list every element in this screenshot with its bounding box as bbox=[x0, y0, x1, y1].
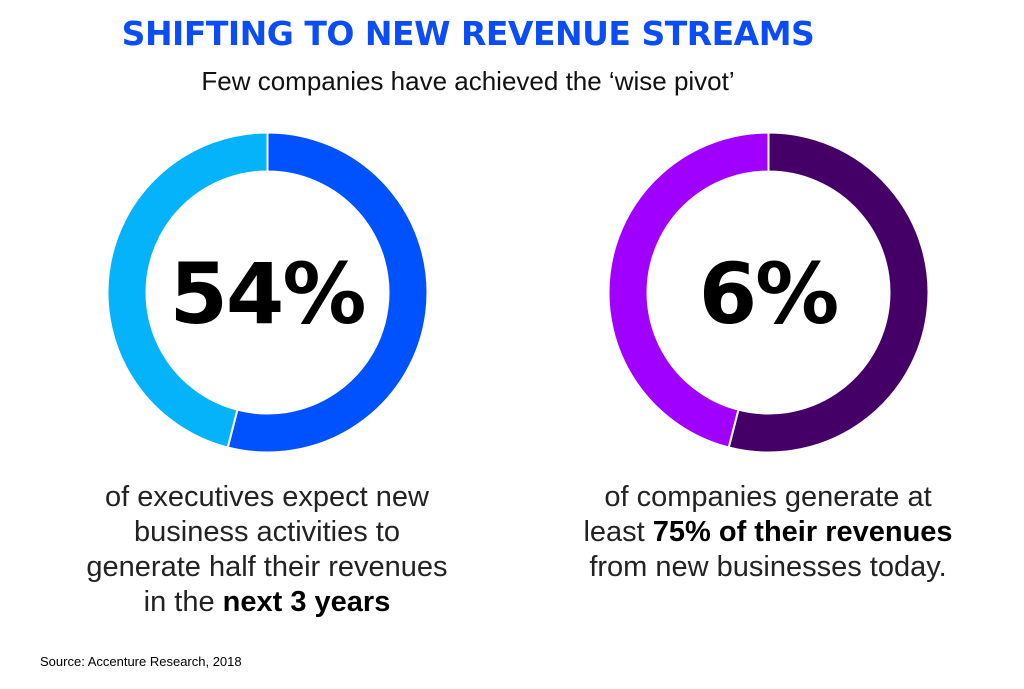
caption-line: generate half their revenues bbox=[86, 551, 448, 583]
source-note: Source: Accenture Research, 2018 bbox=[40, 654, 242, 669]
caption-companies: of companies generate at least 75% of th… bbox=[548, 480, 988, 585]
donut-segment-2 bbox=[106, 131, 269, 449]
donut-segment-1 bbox=[727, 131, 930, 454]
caption-text: least bbox=[583, 516, 653, 548]
chart-subtitle: Few companies have achieved the ‘wise pi… bbox=[201, 66, 735, 96]
chart-title: SHIFTING TO NEW REVENUE STREAMS bbox=[121, 14, 815, 53]
donut-center-label-54: 54% bbox=[169, 245, 366, 343]
caption-line: of companies generate at bbox=[604, 481, 932, 513]
caption-line: of executives expect new bbox=[104, 481, 429, 513]
caption-line: in the next 3 years bbox=[47, 585, 487, 620]
donut-chart-companies bbox=[607, 131, 930, 454]
caption-line: from new businesses today. bbox=[589, 551, 947, 583]
donut-center-label-6: 6% bbox=[698, 245, 840, 343]
caption-line: business activities to bbox=[134, 516, 400, 548]
donut-segment-2 bbox=[607, 131, 770, 449]
caption-text: in the bbox=[143, 586, 223, 618]
donut-segment-1 bbox=[226, 131, 429, 454]
caption-bold: next 3 years bbox=[222, 586, 391, 618]
caption-line: least 75% of their revenues bbox=[548, 515, 988, 550]
donut-chart-executives bbox=[106, 131, 429, 454]
caption-bold: 75% of their revenues bbox=[652, 516, 953, 548]
caption-executives: of executives expect new business activi… bbox=[47, 480, 487, 620]
